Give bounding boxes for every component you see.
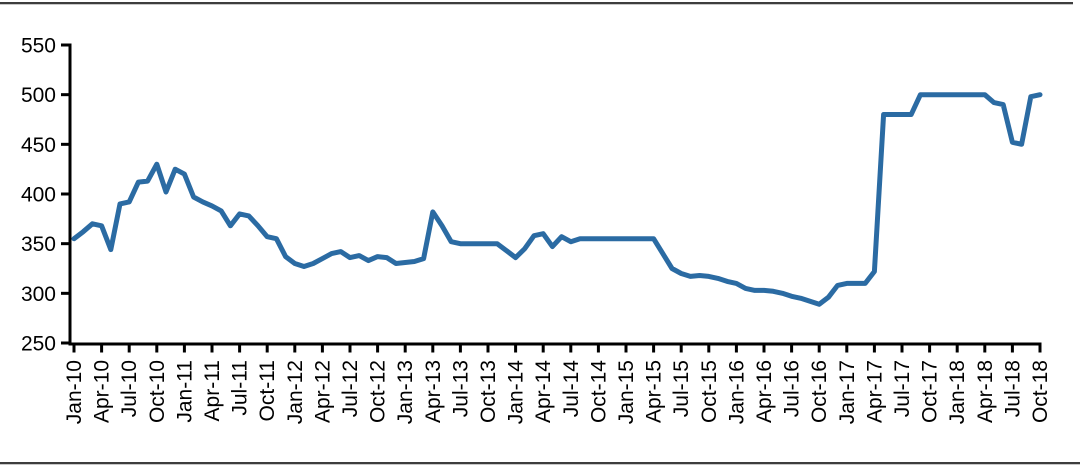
x-axis-label: Oct-14 — [587, 360, 610, 423]
x-axis-label: Apr-13 — [422, 360, 445, 423]
x-axis-label: Jan-17 — [836, 360, 859, 424]
x-axis-label: Apr-12 — [311, 360, 334, 423]
x-axis-label: Apr-16 — [753, 360, 776, 423]
y-axis-label: 550 — [21, 35, 56, 58]
x-axis-label: Jan-14 — [505, 360, 528, 425]
bottom-divider — [0, 462, 1080, 464]
y-axis-label: 400 — [21, 184, 56, 207]
x-axis-label: Jan-15 — [615, 360, 638, 424]
x-axis-label: Jan-18 — [946, 360, 969, 424]
x-axis-label: Jan-12 — [284, 360, 307, 424]
x-axis-label: Oct-16 — [808, 360, 831, 423]
x-axis-label: Apr-17 — [863, 360, 886, 423]
x-axis-label: Jul-12 — [339, 360, 362, 417]
x-axis-label: Oct-15 — [698, 360, 721, 423]
x-axis-label: Jan-11 — [173, 360, 196, 423]
x-axis-label: Jan-16 — [725, 360, 748, 424]
x-axis-label: Apr-11 — [201, 360, 224, 421]
x-axis-label: Apr-15 — [643, 360, 666, 423]
x-axis-label: Jul-16 — [781, 360, 804, 417]
x-axis-label: Oct-11 — [256, 360, 279, 421]
x-axis-label: Jan-10 — [63, 360, 86, 424]
x-axis-label: Oct-10 — [146, 360, 169, 423]
x-axis-label: Apr-10 — [91, 360, 114, 423]
x-axis-label: Jan-13 — [394, 360, 417, 424]
x-axis-label: Jul-17 — [891, 360, 914, 417]
data-series-line — [71, 92, 1043, 307]
y-axis-label: 500 — [21, 84, 56, 107]
x-axis-label: Oct-18 — [1029, 360, 1052, 423]
x-axis-label: Jul-13 — [449, 360, 472, 417]
y-axis-label: 450 — [21, 134, 56, 157]
x-axis-label: Jul-14 — [560, 360, 583, 418]
x-axis-label: Jul-10 — [118, 360, 141, 417]
x-axis-label: Jul-15 — [670, 360, 693, 417]
x-axis-label: Oct-17 — [919, 360, 942, 423]
y-axis-label: 300 — [21, 283, 56, 306]
x-axis-label: Jul-11 — [229, 360, 252, 416]
x-axis-label: Oct-12 — [367, 360, 390, 423]
x-axis-label: Apr-18 — [974, 360, 997, 423]
y-axis-label: 250 — [21, 333, 56, 356]
x-axis-label: Jul-18 — [1001, 360, 1024, 417]
top-divider — [0, 2, 1073, 4]
x-axis-label: Oct-13 — [477, 360, 500, 423]
y-axis-label: 350 — [21, 233, 56, 256]
x-axis-label: Apr-14 — [532, 360, 555, 423]
